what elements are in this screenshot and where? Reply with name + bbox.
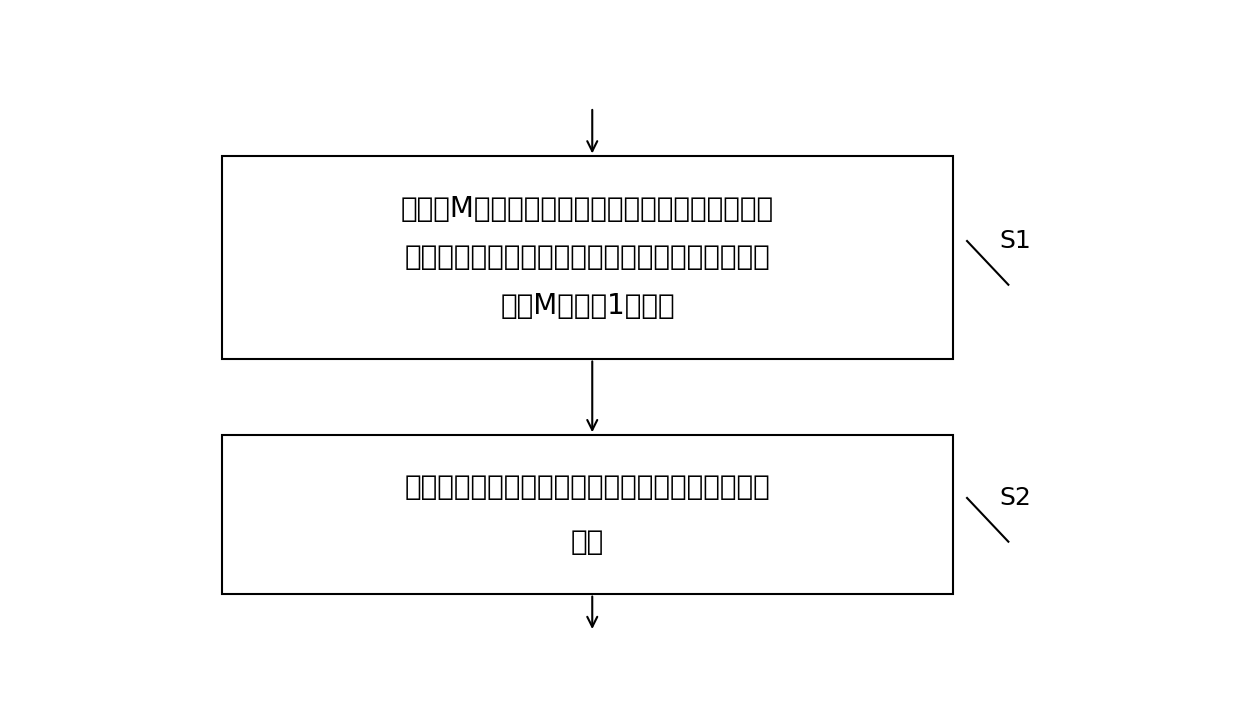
Text: 对所述获取到的需要进行擦除操作的扇区进行擦除: 对所述获取到的需要进行擦除操作的扇区进行擦除 <box>404 473 770 501</box>
Text: 操作: 操作 <box>570 528 604 556</box>
Bar <box>222 156 952 359</box>
Text: 中，M为大于1的整数: 中，M为大于1的整数 <box>500 292 675 320</box>
Text: 对经过M次擦除操作的存储块中的所有扇区进行第: 对经过M次擦除操作的存储块中的所有扇区进行第 <box>401 195 774 224</box>
Text: S1: S1 <box>999 229 1030 253</box>
Text: 一次擦除验证，获取需要进行擦除操作的扇区，其: 一次擦除验证，获取需要进行擦除操作的扇区，其 <box>404 244 770 271</box>
Bar <box>222 435 952 594</box>
Text: S2: S2 <box>999 486 1030 510</box>
